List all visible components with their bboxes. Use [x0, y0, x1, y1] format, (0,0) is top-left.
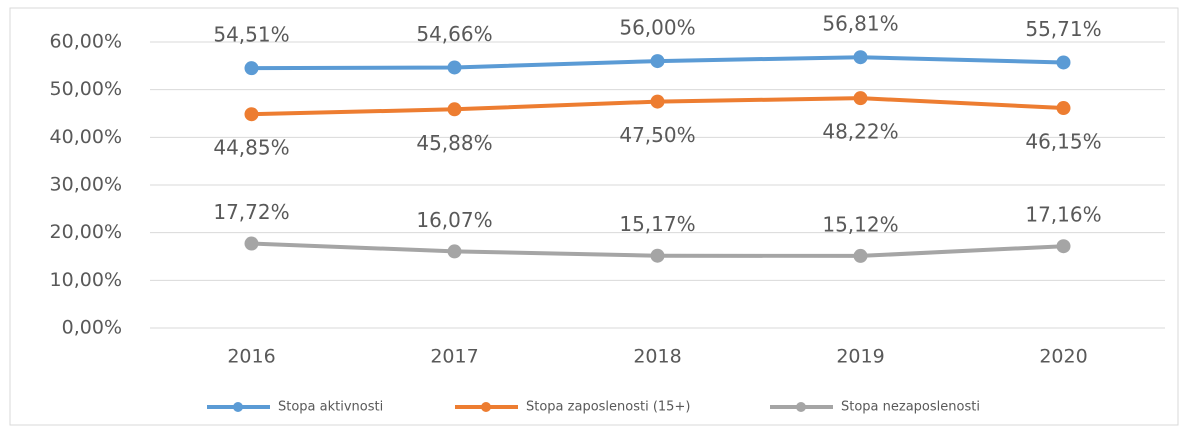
x-tick-label: 2018 — [633, 346, 681, 368]
y-tick-label: 30,00% — [50, 174, 122, 196]
data-label: 15,17% — [619, 212, 695, 236]
chart-border — [9, 7, 1179, 426]
data-point — [853, 91, 868, 106]
data-label: 16,07% — [416, 208, 492, 232]
data-point — [447, 244, 462, 259]
y-tick-label: 0,00% — [62, 317, 122, 339]
data-label: 56,81% — [822, 12, 898, 36]
data-point — [244, 236, 259, 251]
data-label: 56,00% — [619, 16, 695, 40]
data-label: 47,50% — [619, 123, 695, 147]
data-label: 48,22% — [822, 120, 898, 144]
data-label: 44,85% — [213, 136, 289, 160]
x-tick-label: 2019 — [836, 346, 884, 368]
y-tick-label: 60,00% — [50, 31, 122, 53]
x-tick-label: 2016 — [227, 346, 275, 368]
y-tick-label: 10,00% — [50, 269, 122, 291]
data-label: 15,12% — [822, 212, 898, 236]
data-label: 17,72% — [213, 200, 289, 224]
data-point — [1056, 101, 1071, 116]
y-tick-label: 40,00% — [50, 126, 122, 148]
data-point — [650, 94, 665, 109]
data-point — [447, 102, 462, 117]
data-label: 45,88% — [416, 131, 492, 155]
x-tick-label: 2017 — [430, 346, 478, 368]
data-point — [853, 50, 868, 65]
legend-marker — [796, 402, 806, 412]
y-tick-label: 20,00% — [50, 221, 122, 243]
data-point — [244, 107, 259, 122]
data-point — [447, 60, 462, 75]
legend-label: Stopa zaposlenosti (15+) — [526, 400, 690, 415]
legend-label: Stopa aktivnosti — [278, 400, 383, 415]
legend-marker — [481, 402, 491, 412]
data-point — [650, 248, 665, 263]
data-point — [1056, 55, 1071, 70]
legend-label: Stopa nezaposlenosti — [841, 400, 980, 415]
data-point — [244, 61, 259, 76]
data-label: 55,71% — [1025, 17, 1101, 41]
legend-marker — [233, 402, 243, 412]
data-point — [1056, 239, 1071, 254]
data-label: 54,51% — [213, 23, 289, 47]
data-label: 46,15% — [1025, 130, 1101, 154]
data-point — [853, 248, 868, 263]
y-tick-label: 50,00% — [50, 78, 122, 100]
x-tick-label: 2020 — [1039, 346, 1087, 368]
data-label: 17,16% — [1025, 203, 1101, 227]
data-label: 54,66% — [416, 22, 492, 46]
data-point — [650, 54, 665, 69]
